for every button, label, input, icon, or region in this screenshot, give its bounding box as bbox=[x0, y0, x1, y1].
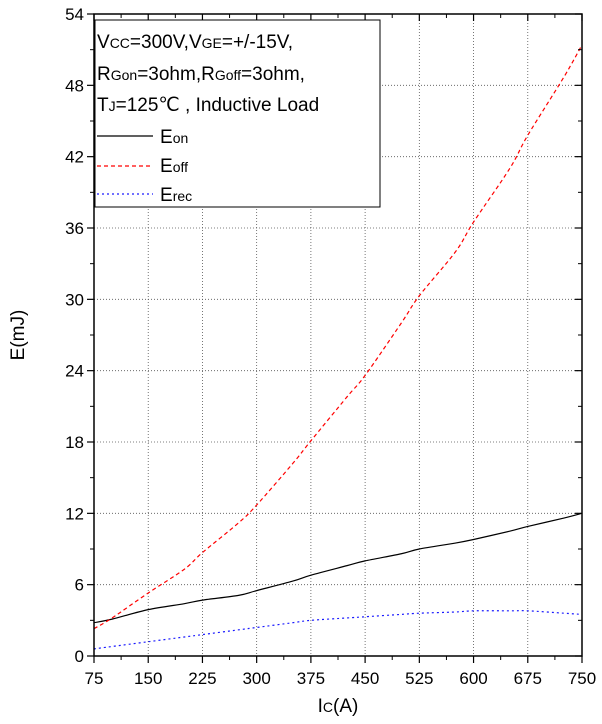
y-tick-label: 12 bbox=[65, 504, 84, 523]
x-tick-label: 225 bbox=[188, 669, 216, 688]
series-line-erec bbox=[93, 610, 583, 650]
y-tick-label: 6 bbox=[75, 576, 84, 595]
legend-label-erec: Erec bbox=[160, 185, 192, 206]
x-tick-label: 75 bbox=[85, 669, 104, 688]
legend-box bbox=[94, 19, 381, 208]
x-tick-label: 150 bbox=[134, 669, 162, 688]
legend-condition-line-1: VCC=300V,VGE=+/-15V, bbox=[97, 32, 293, 53]
y-axis-title: E(mJ) bbox=[8, 310, 29, 361]
y-tick-label: 48 bbox=[65, 76, 84, 95]
series-line-eoff bbox=[93, 44, 583, 630]
y-tick-label: 30 bbox=[65, 290, 84, 309]
legend-label-eon: Eon bbox=[160, 127, 188, 148]
x-tick-label: 300 bbox=[242, 669, 270, 688]
x-tick-label: 750 bbox=[568, 669, 596, 688]
y-tick-label: 42 bbox=[65, 148, 84, 167]
x-tick-label: 675 bbox=[514, 669, 542, 688]
series-line-eon bbox=[93, 512, 583, 624]
x-tick-label: 375 bbox=[297, 669, 325, 688]
y-tick-label: 54 bbox=[65, 5, 84, 24]
legend-condition-line-2: RGon=3ohm,RGoff=3ohm, bbox=[97, 64, 305, 85]
y-tick-label: 24 bbox=[65, 362, 84, 381]
x-tick-label: 450 bbox=[351, 669, 379, 688]
legend-label-eoff: Eoff bbox=[160, 156, 188, 177]
legend-condition-line-3: TJ=125℃ , Inductive Load bbox=[97, 95, 319, 116]
series-layer bbox=[93, 44, 583, 650]
legend: VCC=300V,VGE=+/-15V, RGon=3ohm,RGoff=3oh… bbox=[94, 19, 381, 208]
y-tick-label: 0 bbox=[75, 647, 84, 666]
y-tick-label: 36 bbox=[65, 219, 84, 238]
x-tick-label: 600 bbox=[459, 669, 487, 688]
tick-labels-layer: 75 150 225 300 375 450 525 600 675 750 0 6 12 18 24 30 3… bbox=[65, 5, 596, 688]
y-tick-label: 18 bbox=[65, 433, 84, 452]
x-axis-title: IC(A) bbox=[318, 696, 359, 717]
x-tick-label: 525 bbox=[405, 669, 433, 688]
